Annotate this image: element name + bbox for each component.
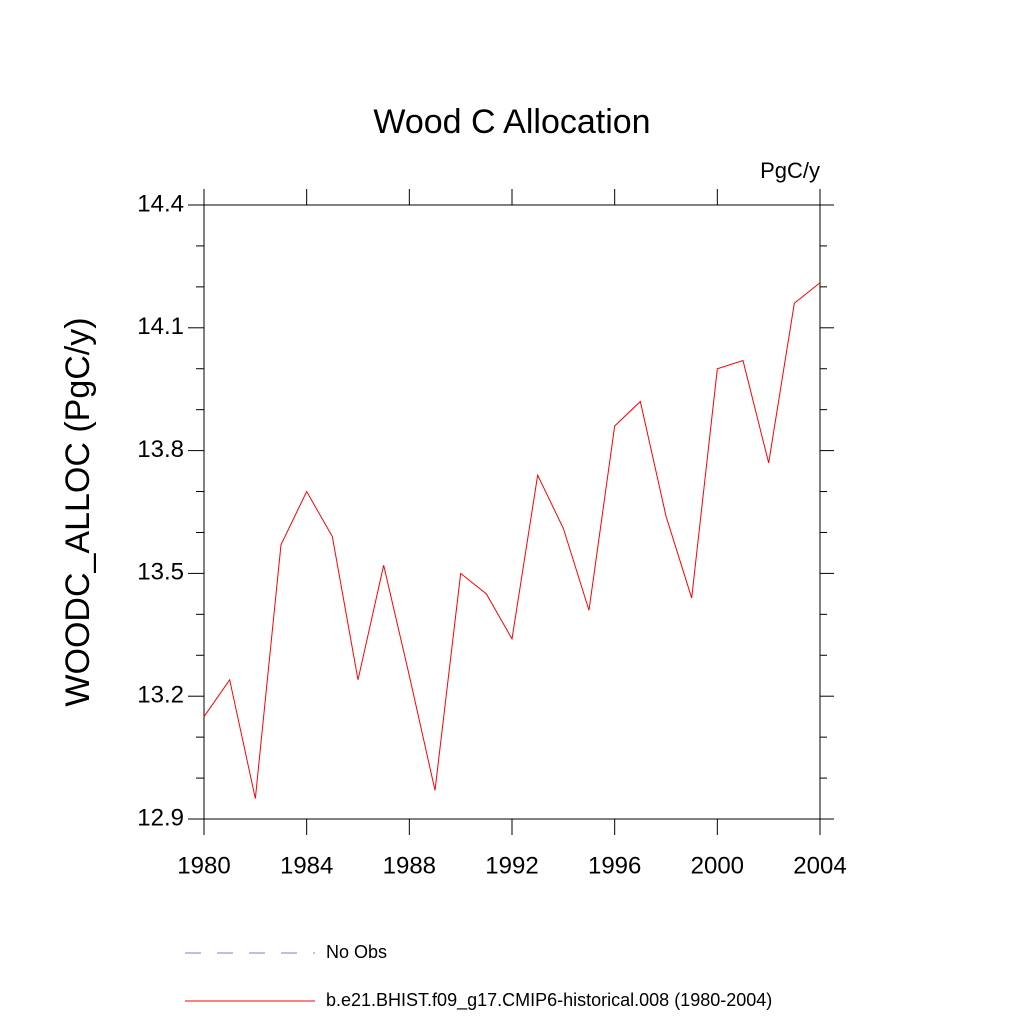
x-tick-label: 2000 [691,852,744,879]
x-tick-label: 1996 [588,852,641,879]
units-label: PgC/y [760,158,820,183]
y-tick-label: 13.2 [137,682,184,709]
x-tick-label: 2004 [793,852,846,879]
y-tick-label: 12.9 [137,804,184,831]
legend-label: b.e21.BHIST.f09_g17.CMIP6-historical.008… [326,990,772,1011]
y-tick-label: 14.4 [137,190,184,217]
y-tick-label: 13.8 [137,436,184,463]
x-tick-label: 1988 [383,852,436,879]
y-tick-label: 13.5 [137,559,184,586]
legend-label: No Obs [326,942,387,962]
x-tick-label: 1984 [280,852,333,879]
chart-title: Wood C Allocation [373,103,650,141]
data-line [203,282,821,799]
y-axis-label: WOODC_ALLOC (PgC/y) [59,317,97,706]
x-tick-label: 1992 [485,852,538,879]
x-tick-label: 1980 [177,852,230,879]
y-tick-label: 14.1 [137,313,184,340]
